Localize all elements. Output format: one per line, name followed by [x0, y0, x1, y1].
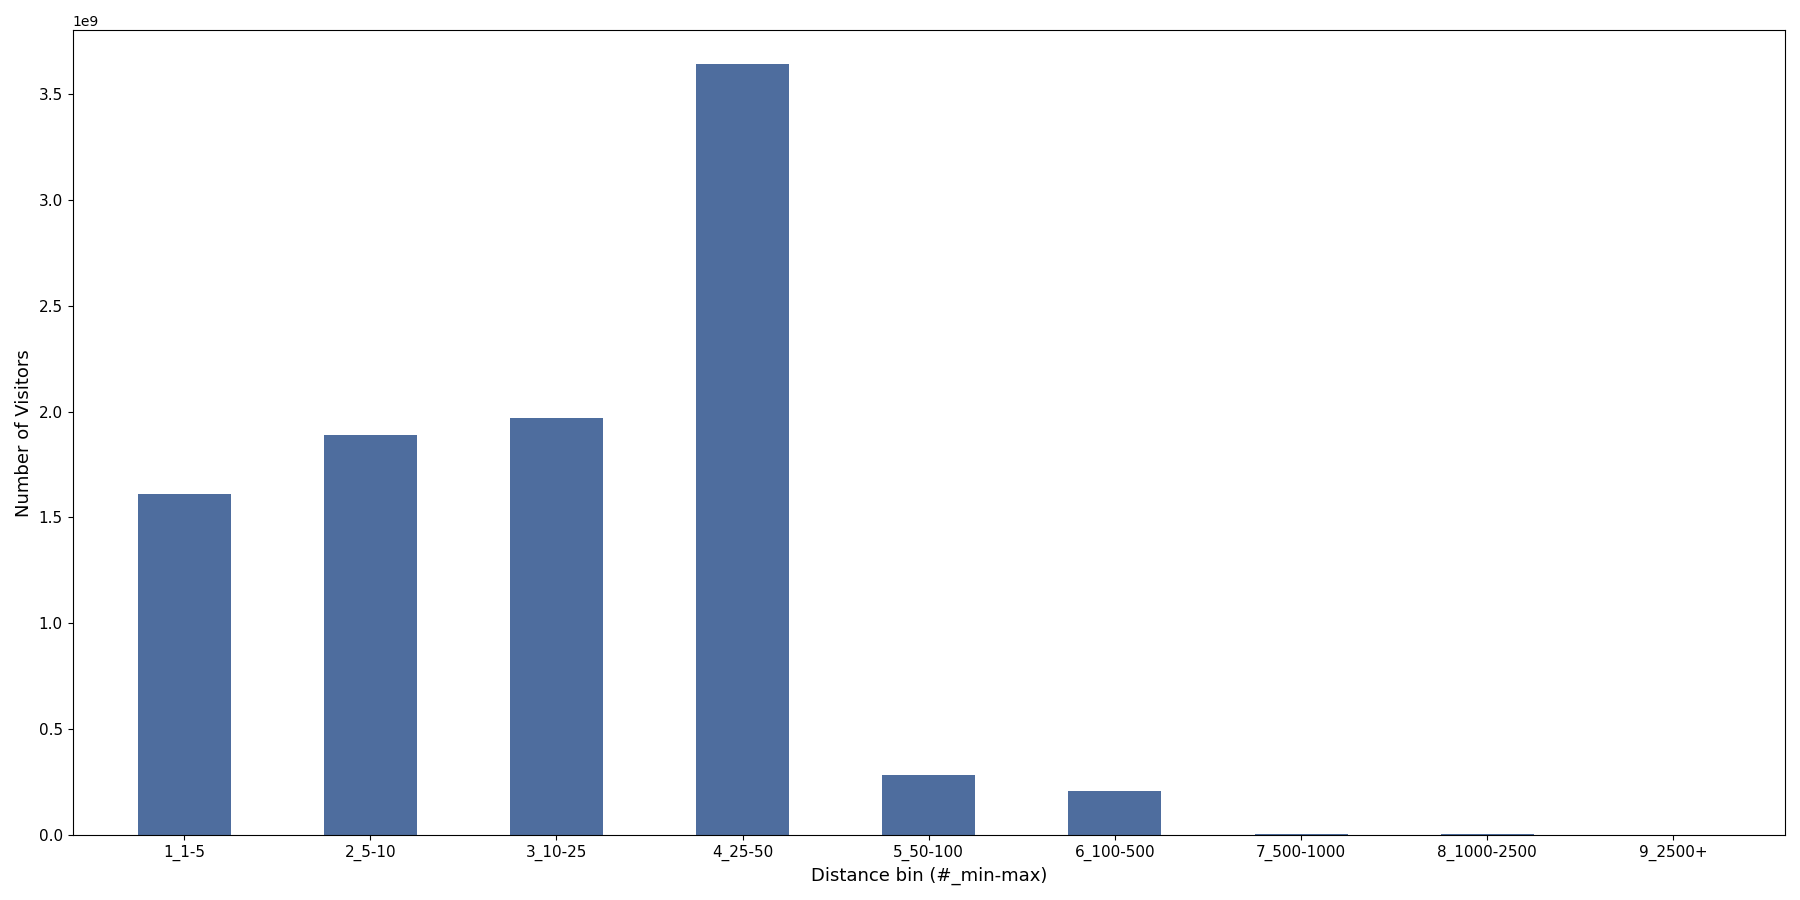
Bar	[324, 435, 418, 835]
X-axis label: Distance bin (#_min-max): Distance bin (#_min-max)	[810, 867, 1048, 885]
Bar	[1440, 834, 1534, 835]
Bar	[882, 775, 976, 835]
Bar	[697, 64, 788, 835]
Y-axis label: Number of Visitors: Number of Visitors	[14, 349, 32, 517]
Bar	[509, 418, 603, 835]
Bar	[1069, 791, 1161, 835]
Bar	[1255, 833, 1348, 835]
Bar	[137, 494, 230, 835]
